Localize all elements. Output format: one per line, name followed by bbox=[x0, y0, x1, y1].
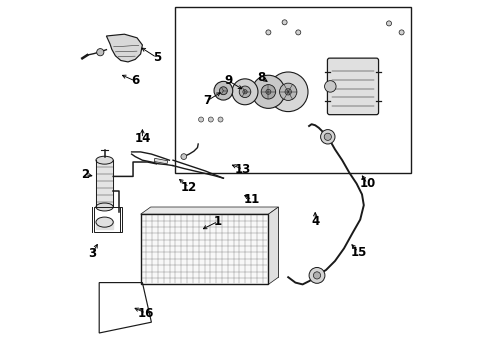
Circle shape bbox=[324, 81, 336, 92]
Ellipse shape bbox=[96, 217, 113, 227]
Circle shape bbox=[309, 267, 325, 283]
Text: 1: 1 bbox=[214, 215, 222, 228]
Circle shape bbox=[266, 30, 271, 35]
Bar bbox=[94, 207, 122, 232]
FancyBboxPatch shape bbox=[327, 58, 379, 114]
Bar bbox=[141, 214, 269, 284]
Circle shape bbox=[387, 21, 392, 26]
Polygon shape bbox=[141, 207, 278, 214]
Circle shape bbox=[243, 90, 247, 94]
Circle shape bbox=[266, 89, 271, 94]
Polygon shape bbox=[106, 34, 143, 62]
Text: 12: 12 bbox=[181, 181, 197, 194]
Text: 9: 9 bbox=[225, 75, 233, 87]
Circle shape bbox=[218, 117, 223, 122]
Text: 8: 8 bbox=[257, 71, 265, 84]
Text: 11: 11 bbox=[244, 193, 260, 206]
Circle shape bbox=[269, 72, 308, 112]
Bar bbox=[96, 221, 113, 229]
Circle shape bbox=[399, 30, 404, 35]
Circle shape bbox=[320, 130, 335, 144]
Circle shape bbox=[285, 89, 292, 95]
Circle shape bbox=[232, 79, 258, 105]
Ellipse shape bbox=[96, 203, 113, 211]
Circle shape bbox=[280, 83, 297, 100]
Circle shape bbox=[282, 20, 287, 25]
Bar bbox=[175, 7, 411, 173]
Circle shape bbox=[214, 81, 233, 100]
Polygon shape bbox=[269, 207, 278, 284]
Circle shape bbox=[198, 117, 204, 122]
Circle shape bbox=[97, 49, 104, 56]
Circle shape bbox=[261, 85, 275, 99]
Bar bbox=[96, 160, 113, 207]
Text: 7: 7 bbox=[203, 94, 211, 107]
Text: 16: 16 bbox=[138, 307, 154, 320]
Circle shape bbox=[208, 117, 213, 122]
Circle shape bbox=[252, 75, 285, 108]
Text: 6: 6 bbox=[131, 75, 139, 87]
Text: 2: 2 bbox=[81, 168, 89, 181]
Ellipse shape bbox=[96, 156, 113, 164]
Circle shape bbox=[324, 133, 331, 140]
Circle shape bbox=[296, 30, 301, 35]
Text: 15: 15 bbox=[350, 246, 367, 258]
Text: 3: 3 bbox=[88, 247, 96, 260]
Circle shape bbox=[239, 86, 251, 98]
Text: 4: 4 bbox=[311, 215, 319, 228]
Text: 14: 14 bbox=[134, 132, 150, 145]
Circle shape bbox=[181, 154, 187, 159]
Text: 5: 5 bbox=[153, 51, 161, 64]
Text: 10: 10 bbox=[359, 177, 375, 190]
Bar bbox=[151, 207, 278, 277]
Circle shape bbox=[314, 272, 320, 279]
Circle shape bbox=[220, 87, 227, 95]
Text: 13: 13 bbox=[235, 163, 251, 176]
